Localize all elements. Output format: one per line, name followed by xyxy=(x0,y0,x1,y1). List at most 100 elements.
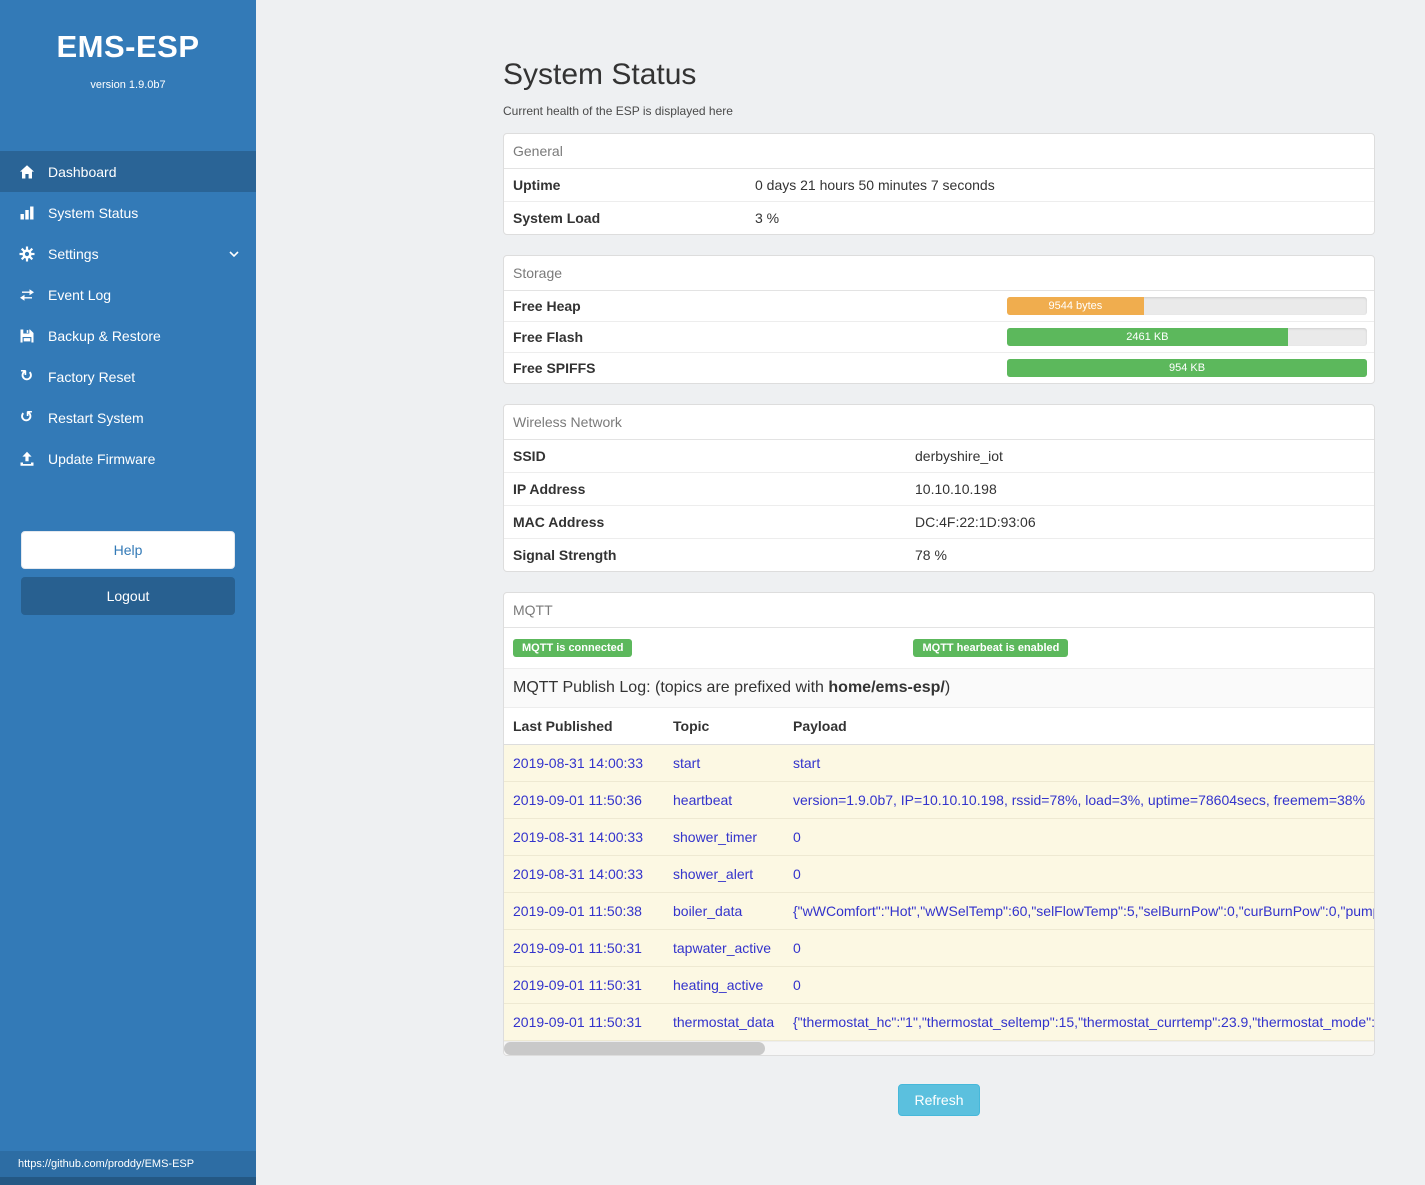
wireless-panel-title: Wireless Network xyxy=(504,405,1374,440)
app-title: EMS-ESP xyxy=(56,29,200,64)
cell-published: 2019-08-31 14:00:33 xyxy=(504,855,664,893)
column-payload: Payload xyxy=(784,708,1374,745)
sidebar: EMS-ESP version 1.9.0b7 Dashboard System… xyxy=(0,0,256,1185)
mqtt-connected-badge: MQTT is connected xyxy=(513,639,633,657)
save-icon xyxy=(18,327,35,344)
sidebar-nav: Dashboard System Status xyxy=(0,151,256,479)
cell-published: 2019-08-31 14:00:33 xyxy=(504,744,664,782)
mqtt-publish-log-title: MQTT Publish Log: (topics are prefixed w… xyxy=(504,669,1374,708)
cell-payload: 0 xyxy=(784,818,1374,856)
sidebar-item-update-firmware[interactable]: Update Firmware xyxy=(0,438,256,479)
table-row: 2019-08-31 14:00:33 shower_timer 0 xyxy=(504,818,1374,856)
cell-topic: boiler_data xyxy=(664,892,784,930)
progress-fill: 954 KB xyxy=(1007,359,1367,377)
row-value: 3 % xyxy=(755,210,780,226)
refresh-button[interactable]: Refresh xyxy=(898,1084,980,1116)
sidebar-footer: https://github.com/proddy/EMS-ESP xyxy=(0,1151,256,1185)
page-title: System Status xyxy=(503,58,697,91)
table-row: 2019-09-01 11:50:31 thermostat_data {"th… xyxy=(504,1003,1374,1041)
page-subtitle: Current health of the ESP is displayed h… xyxy=(503,104,733,118)
log-topic-prefix: home/ems-esp/ xyxy=(828,679,945,696)
sidebar-item-label: Factory Reset xyxy=(48,368,136,385)
wireless-row-signal: Signal Strength 78 % xyxy=(504,539,1374,571)
general-row-system-load: System Load 3 % xyxy=(504,202,1374,234)
wireless-panel: Wireless Network SSID derbyshire_iot IP … xyxy=(503,404,1375,572)
wireless-row-ssid: SSID derbyshire_iot xyxy=(504,440,1374,473)
cell-published: 2019-09-01 11:50:31 xyxy=(504,1003,664,1041)
swap-arrows-icon xyxy=(18,286,35,303)
home-icon xyxy=(18,163,35,180)
sidebar-item-label: Update Firmware xyxy=(48,450,156,467)
wireless-row-mac: MAC Address DC:4F:22:1D:93:06 xyxy=(504,506,1374,539)
restart-arrow-icon: ↺ xyxy=(19,409,34,426)
upload-icon xyxy=(18,450,35,467)
row-value: DC:4F:22:1D:93:06 xyxy=(915,514,1036,530)
app-version: version 1.9.0b7 xyxy=(90,79,166,91)
sidebar-item-label: Settings xyxy=(48,245,99,262)
storage-row-free-heap: Free Heap 9544 bytes xyxy=(504,291,1374,322)
cell-published: 2019-09-01 11:50:31 xyxy=(504,966,664,1004)
cell-payload: {"thermostat_hc":"1","thermostat_seltemp… xyxy=(784,1003,1374,1041)
table-row: 2019-09-01 11:50:31 tapwater_active 0 xyxy=(504,929,1374,967)
mqtt-panel: MQTT MQTT is connected MQTT hearbeat is … xyxy=(503,592,1375,1056)
cell-topic: heartbeat xyxy=(664,781,784,819)
sidebar-item-event-log[interactable]: Event Log xyxy=(0,274,256,315)
storage-panel: Storage Free Heap 9544 bytes Free Flash … xyxy=(503,255,1375,384)
row-value: 0 days 21 hours 50 minutes 7 seconds xyxy=(755,177,995,193)
progress-fill: 2461 KB xyxy=(1007,328,1288,346)
free-flash-progress: 2461 KB xyxy=(1007,328,1367,346)
row-label: MAC Address xyxy=(513,514,605,530)
cell-published: 2019-09-01 11:50:31 xyxy=(504,929,664,967)
table-row: 2019-09-01 11:50:38 boiler_data {"wWComf… xyxy=(504,892,1374,930)
sidebar-item-label: Restart System xyxy=(48,409,144,426)
main-content: System Status Current health of the ESP … xyxy=(256,0,1425,1185)
log-title-suffix: ) xyxy=(944,679,951,696)
cell-payload: {"wWComfort":"Hot","wWSelTemp":60,"selFl… xyxy=(784,892,1374,930)
sidebar-item-label: Backup & Restore xyxy=(48,327,161,344)
column-last-published: Last Published xyxy=(504,708,664,745)
chevron-down-icon xyxy=(228,248,240,260)
general-panel-title: General xyxy=(504,134,1374,169)
table-row: 2019-08-31 14:00:33 shower_alert 0 xyxy=(504,855,1374,893)
help-button[interactable]: Help xyxy=(21,531,235,569)
row-label: Free Heap xyxy=(513,298,581,314)
column-topic: Topic xyxy=(664,708,784,745)
sidebar-item-settings[interactable]: Settings xyxy=(0,233,256,274)
sidebar-item-dashboard[interactable]: Dashboard xyxy=(0,151,256,192)
cell-topic: tapwater_active xyxy=(664,929,784,967)
sidebar-item-system-status[interactable]: System Status xyxy=(0,192,256,233)
logout-button[interactable]: Logout xyxy=(21,577,235,615)
brand: EMS-ESP version 1.9.0b7 xyxy=(0,0,256,92)
cell-topic: shower_alert xyxy=(664,855,784,893)
general-panel: General Uptime 0 days 21 hours 50 minute… xyxy=(503,133,1375,235)
cell-topic: shower_timer xyxy=(664,818,784,856)
row-value: 10.10.10.198 xyxy=(915,481,997,497)
mqtt-badges-row: MQTT is connected MQTT hearbeat is enabl… xyxy=(504,628,1374,669)
sidebar-item-restart-system[interactable]: ↺ Restart System xyxy=(0,397,256,438)
mqtt-heartbeat-badge: MQTT hearbeat is enabled xyxy=(913,639,1069,657)
sidebar-buttons: Help Logout xyxy=(0,531,256,615)
table-header-row: Last Published Topic Payload xyxy=(504,708,1374,745)
sidebar-item-label: System Status xyxy=(48,204,139,221)
row-label: Free Flash xyxy=(513,329,584,345)
scrollbar-thumb[interactable] xyxy=(504,1042,765,1055)
horizontal-scrollbar[interactable] xyxy=(504,1041,1374,1055)
sidebar-item-label: Event Log xyxy=(48,286,112,303)
row-label: SSID xyxy=(513,448,546,464)
storage-row-free-flash: Free Flash 2461 KB xyxy=(504,322,1374,353)
sidebar-item-backup-restore[interactable]: Backup & Restore xyxy=(0,315,256,356)
free-heap-progress: 9544 bytes xyxy=(1007,297,1367,315)
cell-payload: start xyxy=(784,744,1374,782)
sidebar-item-factory-reset[interactable]: ↻ Factory Reset xyxy=(0,356,256,397)
table-row: 2019-09-01 11:50:36 heartbeat version=1.… xyxy=(504,781,1374,819)
table-row: 2019-09-01 11:50:31 heating_active 0 xyxy=(504,966,1374,1004)
sidebar-item-label: Dashboard xyxy=(48,163,117,180)
storage-row-free-spiffs: Free SPIFFS 954 KB xyxy=(504,353,1374,383)
cell-payload: 0 xyxy=(784,855,1374,893)
cell-payload: 0 xyxy=(784,966,1374,1004)
mqtt-panel-title: MQTT xyxy=(504,593,1374,628)
cell-payload: 0 xyxy=(784,929,1374,967)
table-row: 2019-08-31 14:00:33 start start xyxy=(504,744,1374,782)
github-link[interactable]: https://github.com/proddy/EMS-ESP xyxy=(0,1151,256,1177)
